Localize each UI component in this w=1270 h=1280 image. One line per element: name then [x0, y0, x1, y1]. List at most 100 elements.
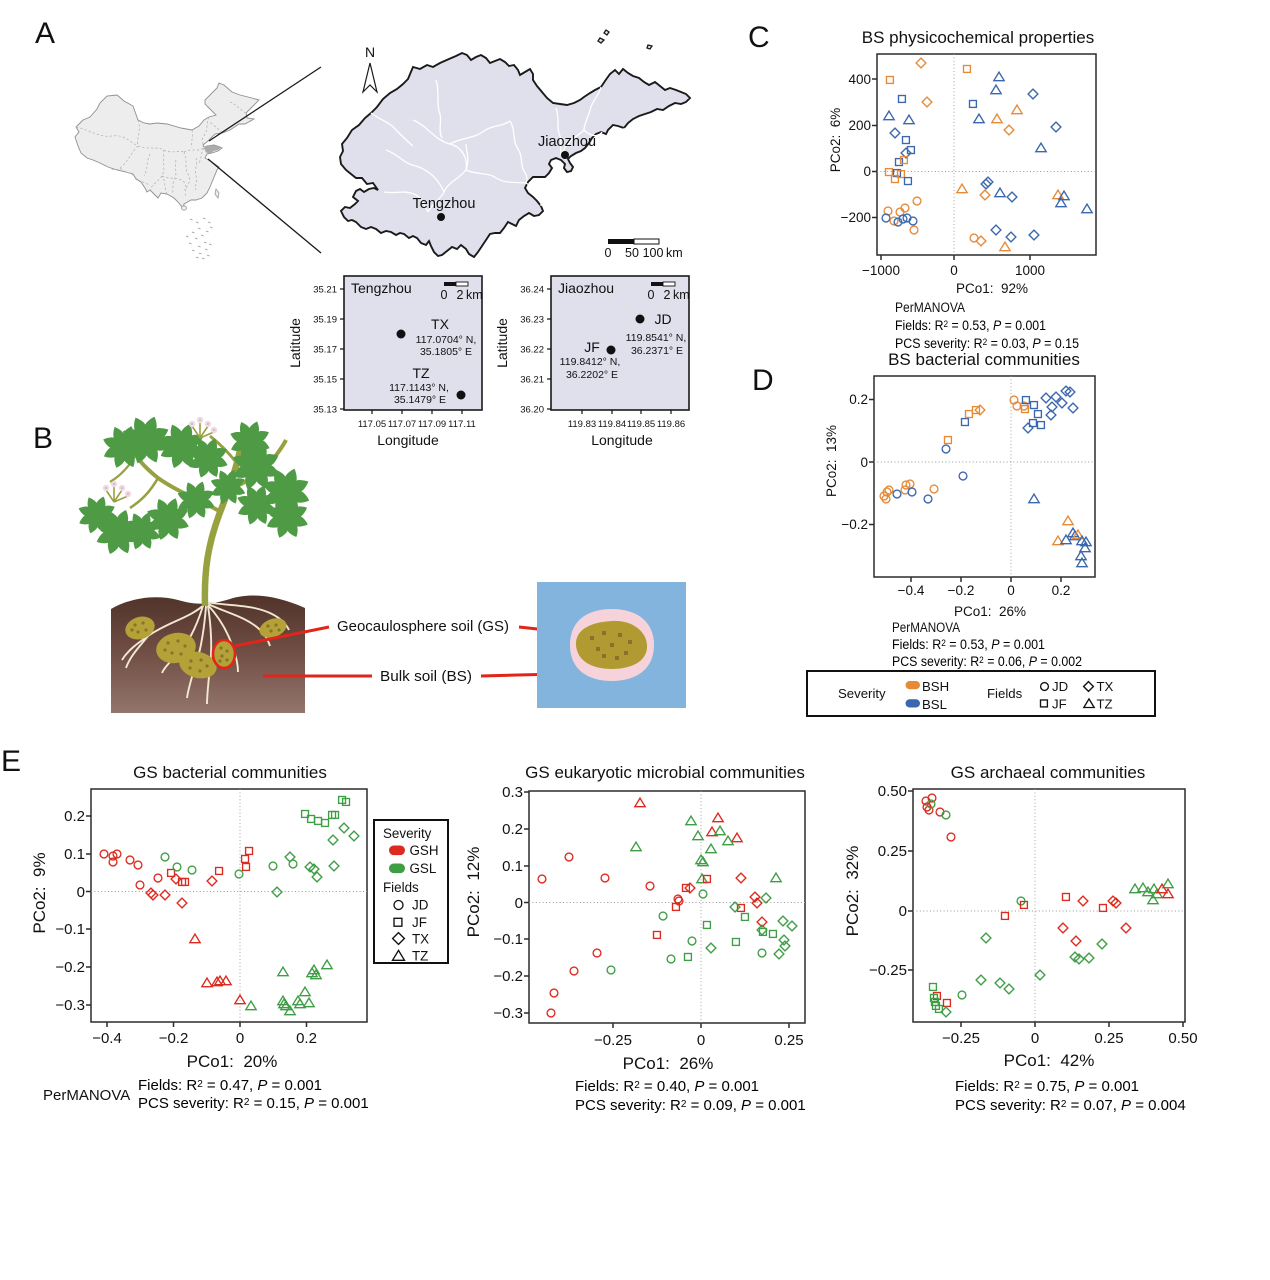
- svg-text:35.1479° E: 35.1479° E: [394, 394, 446, 406]
- svg-text:Severity: Severity: [383, 826, 432, 841]
- svg-text:Jiaozhou: Jiaozhou: [538, 134, 596, 150]
- svg-text:BSL: BSL: [922, 697, 947, 712]
- svg-text:Longitude: Longitude: [591, 432, 653, 448]
- svg-text:0: 0: [605, 246, 612, 260]
- svg-text:0.2: 0.2: [64, 808, 85, 825]
- svg-text:0.2: 0.2: [296, 1030, 317, 1047]
- svg-text:PCo1: 42%: PCo1: 42%: [1004, 1051, 1095, 1070]
- svg-text:TX: TX: [431, 316, 450, 332]
- svg-text:PCo1: 92%: PCo1: 92%: [956, 281, 1028, 296]
- svg-text:GSH: GSH: [410, 843, 439, 858]
- svg-text:35.13: 35.13: [313, 405, 337, 416]
- svg-text:0.50: 0.50: [1168, 1030, 1197, 1047]
- svg-text:50: 50: [625, 246, 639, 260]
- svg-text:PCo2: 9%: PCo2: 9%: [30, 852, 49, 933]
- svg-text:36.20: 36.20: [520, 405, 544, 416]
- svg-text:100: 100: [643, 246, 664, 260]
- svg-text:C: C: [748, 21, 770, 54]
- svg-text:A: A: [35, 17, 55, 50]
- svg-text:117.0704° N,: 117.0704° N,: [416, 334, 477, 346]
- svg-text:Fields: Fields: [383, 880, 419, 895]
- svg-text:km: km: [673, 288, 690, 302]
- svg-text:TX: TX: [412, 932, 429, 947]
- svg-text:Geocaulosphere soil (GS): Geocaulosphere soil (GS): [337, 618, 509, 635]
- svg-text:PCo2: 6%: PCo2: 6%: [828, 108, 843, 173]
- svg-text:2: 2: [664, 288, 671, 302]
- svg-text:JF: JF: [1052, 697, 1067, 712]
- svg-text:35.1805° E: 35.1805° E: [420, 346, 472, 358]
- svg-text:PCS severity: R2 = 0.15, P = 0: PCS severity: R2 = 0.15, P = 0.001: [138, 1095, 369, 1112]
- svg-text:1000: 1000: [1015, 263, 1045, 278]
- svg-text:PerMANOVA: PerMANOVA: [43, 1087, 130, 1104]
- svg-text:0: 0: [1007, 583, 1015, 598]
- svg-text:Longitude: Longitude: [377, 432, 439, 448]
- svg-text:−0.4: −0.4: [92, 1030, 122, 1047]
- svg-text:−0.3: −0.3: [493, 1005, 523, 1022]
- svg-text:JF: JF: [584, 339, 600, 355]
- svg-text:PCo1: 20%: PCo1: 20%: [187, 1052, 278, 1071]
- svg-text:−0.25: −0.25: [942, 1030, 980, 1047]
- svg-text:200: 200: [848, 118, 871, 133]
- svg-text:TZ: TZ: [1097, 697, 1113, 712]
- svg-text:−0.25: −0.25: [869, 962, 907, 979]
- svg-text:PCS severity: R2 = 0.06, P = 0: PCS severity: R2 = 0.06, P = 0.002: [892, 654, 1082, 669]
- svg-text:Severity: Severity: [838, 686, 886, 701]
- svg-text:Fields: Fields: [987, 686, 1023, 701]
- svg-text:−200: −200: [841, 210, 871, 225]
- svg-text:PCo1: 26%: PCo1: 26%: [623, 1054, 714, 1073]
- svg-text:JD: JD: [1052, 679, 1068, 694]
- svg-text:BSH: BSH: [922, 679, 949, 694]
- svg-text:Bulk soil (BS): Bulk soil (BS): [380, 668, 472, 685]
- svg-text:TZ: TZ: [412, 365, 430, 381]
- svg-text:−1000: −1000: [862, 263, 900, 278]
- svg-text:PerMANOVA: PerMANOVA: [892, 620, 960, 635]
- svg-text:400: 400: [848, 72, 871, 87]
- svg-text:GS bacterial communities: GS bacterial communities: [133, 763, 327, 782]
- svg-text:0.25: 0.25: [1094, 1030, 1123, 1047]
- svg-text:0.50: 0.50: [878, 783, 907, 800]
- svg-text:119.8412° N,: 119.8412° N,: [560, 356, 621, 368]
- svg-text:Latitude: Latitude: [287, 318, 303, 368]
- svg-text:36.23: 36.23: [520, 315, 544, 326]
- svg-text:km: km: [466, 288, 483, 302]
- svg-text:0: 0: [515, 895, 523, 912]
- svg-text:PCo2: 32%: PCo2: 32%: [843, 846, 862, 937]
- svg-text:117.1143° N,: 117.1143° N,: [389, 382, 449, 394]
- svg-text:−0.2: −0.2: [55, 959, 85, 976]
- svg-text:117.05: 117.05: [358, 419, 386, 430]
- svg-text:0: 0: [441, 288, 448, 302]
- svg-text:BS bacterial communities: BS bacterial communities: [888, 350, 1080, 369]
- svg-text:0: 0: [697, 1032, 705, 1049]
- svg-text:36.22: 36.22: [520, 345, 544, 356]
- svg-text:35.21: 35.21: [313, 285, 337, 296]
- svg-text:117.09: 117.09: [418, 419, 446, 430]
- svg-text:GS archaeal communities: GS archaeal communities: [951, 763, 1146, 782]
- svg-text:0.1: 0.1: [502, 858, 523, 875]
- svg-text:0: 0: [1031, 1030, 1039, 1047]
- svg-text:−0.2: −0.2: [159, 1030, 189, 1047]
- svg-text:PCo2: 13%: PCo2: 13%: [824, 425, 839, 497]
- svg-text:36.2371° E: 36.2371° E: [631, 345, 683, 357]
- svg-text:N: N: [365, 44, 375, 60]
- svg-text:−0.1: −0.1: [493, 931, 523, 948]
- svg-text:PCS severity: R2 = 0.03, P = 0: PCS severity: R2 = 0.03, P = 0.15: [895, 336, 1079, 351]
- svg-text:JF: JF: [412, 915, 427, 930]
- svg-text:119.83: 119.83: [568, 419, 596, 430]
- svg-text:0.25: 0.25: [878, 843, 907, 860]
- svg-text:JD: JD: [654, 311, 671, 327]
- svg-text:PCo2: 12%: PCo2: 12%: [464, 847, 483, 938]
- svg-text:PCo1: 26%: PCo1: 26%: [954, 604, 1026, 619]
- svg-text:35.17: 35.17: [313, 345, 337, 356]
- svg-text:PerMANOVA: PerMANOVA: [895, 300, 965, 315]
- svg-text:PCS severity: R2 = 0.07, P = 0: PCS severity: R2 = 0.07, P = 0.004: [955, 1097, 1186, 1114]
- svg-text:Latitude: Latitude: [494, 318, 510, 368]
- svg-text:0.2: 0.2: [1052, 583, 1071, 598]
- svg-text:0: 0: [950, 263, 958, 278]
- svg-text:0: 0: [860, 455, 868, 470]
- svg-text:117.07: 117.07: [388, 419, 416, 430]
- svg-text:36.21: 36.21: [520, 375, 544, 386]
- svg-text:−0.25: −0.25: [594, 1032, 632, 1049]
- svg-text:0: 0: [77, 884, 85, 901]
- svg-text:35.19: 35.19: [313, 315, 337, 326]
- svg-text:TX: TX: [1097, 679, 1114, 694]
